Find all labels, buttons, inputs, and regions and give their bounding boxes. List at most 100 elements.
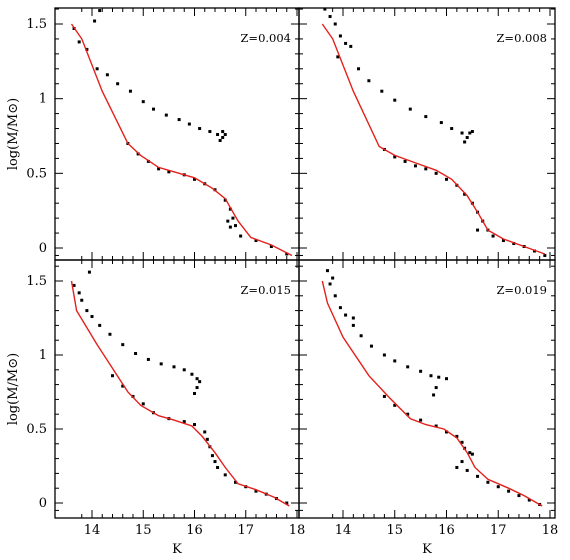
black-point [344, 313, 348, 317]
black-point [172, 365, 176, 369]
black-point [85, 47, 89, 51]
black-point [424, 115, 428, 119]
black-point [344, 41, 348, 45]
black-point [177, 118, 181, 122]
black-point [205, 437, 209, 441]
x-tick-label: 18 [542, 523, 559, 538]
black-point [496, 485, 500, 489]
black-point [512, 242, 516, 246]
black-point [98, 323, 102, 327]
y-tick-label: 0 [39, 496, 47, 511]
black-point [450, 127, 454, 131]
black-point [357, 67, 361, 71]
red-line [321, 280, 543, 507]
black-point [213, 460, 217, 464]
black-point [437, 375, 441, 379]
black-point [393, 403, 397, 407]
black-point [116, 82, 120, 86]
black-point [393, 155, 397, 159]
black-point [419, 418, 423, 422]
black-point [87, 270, 91, 274]
black-point [470, 130, 474, 134]
x-tick-label: 17 [237, 523, 254, 538]
black-point [501, 239, 505, 243]
panel-frame [54, 7, 300, 261]
black-point [121, 343, 125, 347]
panel-frame [298, 7, 556, 261]
black-point [159, 362, 163, 366]
black-point [221, 130, 225, 134]
black-point [72, 283, 76, 287]
black-point [419, 369, 423, 373]
black-point [95, 67, 99, 71]
black-point [543, 253, 547, 257]
black-point [468, 131, 472, 135]
panel-3: 14 15 16 17 18 0 0.5 1 1.5 Z=0.015 [26, 259, 305, 538]
black-point [146, 357, 150, 361]
black-point [439, 121, 443, 125]
black-point [445, 177, 448, 181]
panel-frame [298, 259, 556, 519]
black-point [351, 316, 355, 320]
black-point [463, 140, 467, 144]
black-point [285, 501, 289, 505]
black-point [208, 130, 212, 134]
black-point [90, 315, 94, 319]
black-point [328, 282, 332, 286]
black-point [369, 344, 373, 348]
black-point [470, 452, 474, 456]
black-point [413, 164, 417, 168]
black-point [93, 19, 97, 23]
y-tick-label: 0.5 [26, 422, 47, 437]
black-point [445, 430, 448, 434]
y-axis-title: log(M/M⊙) [6, 353, 21, 425]
black-point [216, 133, 220, 137]
x-tick-label: 14 [335, 523, 352, 538]
black-point [231, 216, 235, 220]
black-point [463, 192, 467, 196]
black-point [182, 368, 186, 372]
black-point [336, 55, 340, 59]
black-point [226, 219, 230, 223]
black-point [223, 473, 227, 477]
black-point [221, 135, 225, 139]
black-point [333, 294, 337, 298]
red-line [70, 23, 293, 257]
black-point [239, 234, 243, 238]
black-point [228, 225, 232, 229]
black-point [164, 113, 168, 117]
y-tick-label: 0 [39, 241, 47, 256]
black-point [465, 468, 469, 472]
black-point [195, 377, 199, 381]
black-point [141, 100, 145, 104]
black-point [210, 454, 214, 458]
black-point [408, 107, 412, 111]
black-point [228, 207, 232, 211]
y-tick-label: 1 [39, 348, 47, 363]
black-point [338, 306, 342, 310]
black-point [351, 323, 355, 327]
red-line [321, 23, 546, 255]
black-point [223, 198, 227, 202]
black-point [269, 245, 273, 249]
black-point [432, 393, 436, 397]
black-point [152, 107, 155, 111]
black-point [328, 15, 332, 19]
black-point [111, 374, 114, 378]
panel-z-label: Z=0.004 [240, 31, 291, 45]
black-point [223, 133, 227, 137]
black-point [393, 98, 397, 102]
black-point [198, 380, 202, 384]
black-point [393, 359, 397, 363]
black-point [325, 269, 329, 273]
black-point [234, 224, 237, 228]
black-point [167, 170, 171, 174]
black-point [406, 365, 410, 369]
black-point [434, 171, 438, 175]
black-point [80, 298, 84, 302]
black-point [193, 391, 196, 395]
x-tick-label: 17 [490, 523, 507, 538]
black-point [254, 239, 258, 243]
black-point [77, 40, 81, 44]
panel-z-label: Z=0.008 [496, 31, 547, 45]
